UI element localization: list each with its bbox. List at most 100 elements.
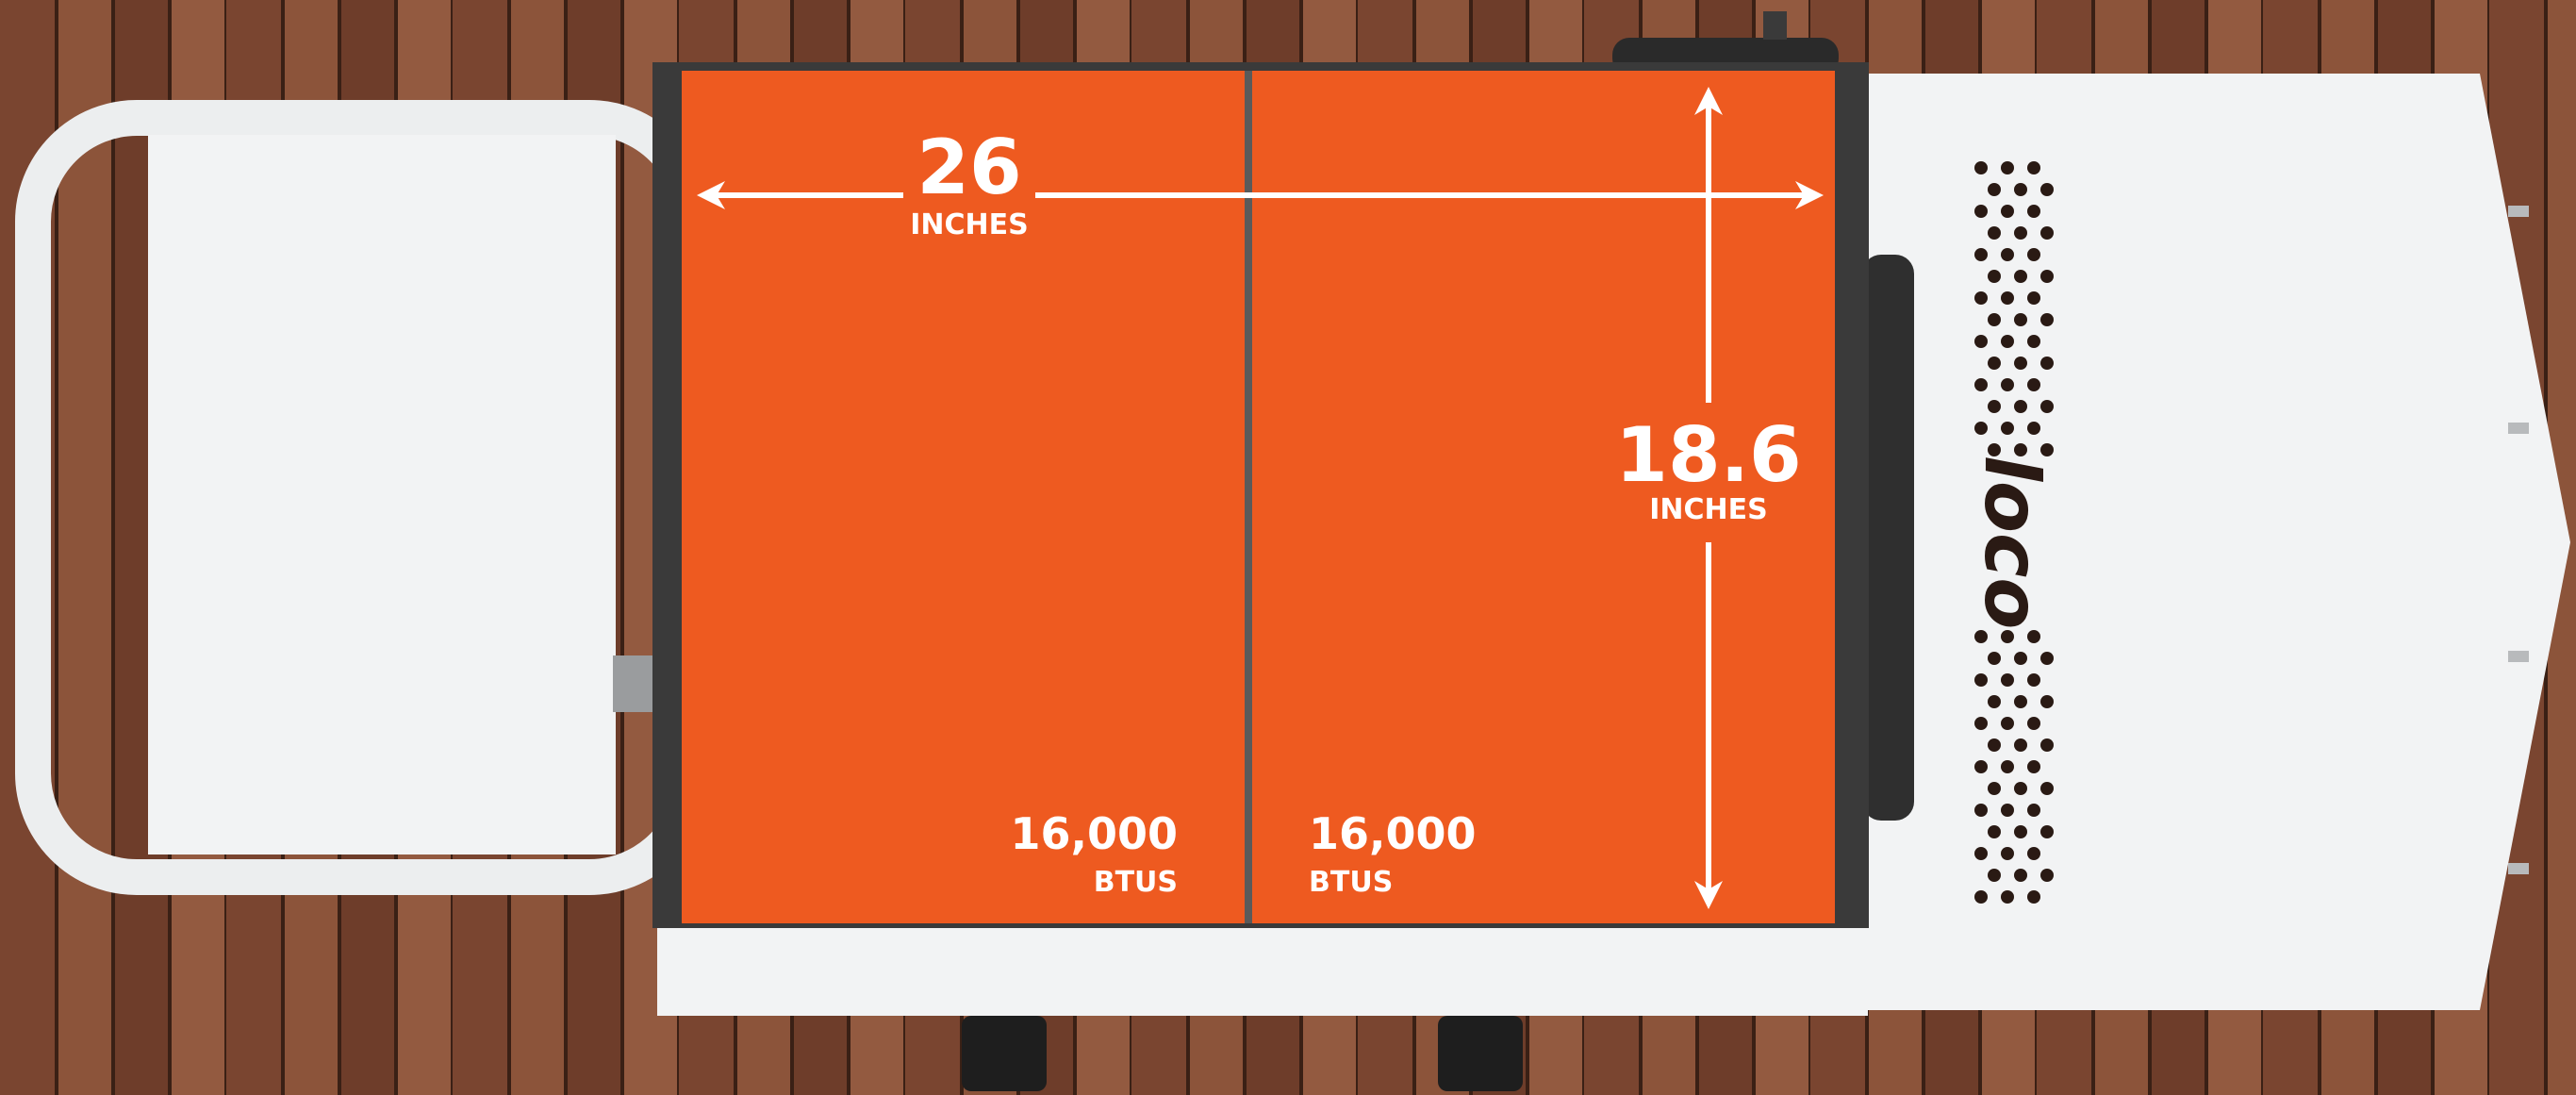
- vent-hole: [2040, 270, 2054, 283]
- vent-hole: [1988, 226, 2001, 240]
- brand-logo: loco: [1968, 456, 2056, 630]
- vent-hole: [2001, 804, 2014, 817]
- vent-hole: [2001, 378, 2014, 391]
- vent-hole: [1988, 400, 2001, 413]
- product-photo: loco 26 INCHES 18.6 INCHES 16,000 BTUS 1…: [0, 0, 2576, 1095]
- vent-hole: [2001, 335, 2014, 348]
- vent-hole: [2014, 869, 2027, 882]
- vent-hole: [2040, 313, 2054, 326]
- vent-hole: [1974, 422, 1988, 435]
- vent-hole: [2027, 717, 2040, 730]
- vent-hole: [2001, 291, 2014, 305]
- vent-hole: [2014, 825, 2027, 838]
- vent-hole: [2027, 847, 2040, 860]
- divider: [1245, 71, 1252, 923]
- vent-hole: [2014, 652, 2027, 665]
- vent-hole: [2001, 760, 2014, 773]
- bolt: [2508, 863, 2529, 874]
- vent-hole: [2040, 652, 2054, 665]
- vent-hole: [2001, 847, 2014, 860]
- bolt: [2508, 206, 2529, 217]
- vent-hole: [2027, 248, 2040, 261]
- bolt: [2508, 423, 2529, 434]
- vent-hole: [1988, 738, 2001, 752]
- vent-hole: [1974, 717, 1988, 730]
- burner-output: 16,000: [1309, 808, 1477, 859]
- lid-knob: [1763, 11, 1787, 40]
- hinge: [613, 655, 655, 712]
- grease-tray: [1862, 255, 1914, 821]
- vent-hole: [2014, 738, 2027, 752]
- vent-hole: [1974, 890, 1988, 904]
- knob: [1438, 1016, 1523, 1091]
- depth-unit: INCHES: [1649, 493, 1768, 526]
- vent-hole: [2001, 248, 2014, 261]
- vent-hole: [2014, 695, 2027, 708]
- vent-hole: [2040, 782, 2054, 795]
- vent-hole: [2001, 890, 2014, 904]
- vent-hole: [1974, 291, 1988, 305]
- vent-hole: [1974, 760, 1988, 773]
- vent-hole: [2027, 161, 2040, 174]
- vent-hole: [2040, 738, 2054, 752]
- vent-hole: [1974, 630, 1988, 643]
- vent-hole: [2027, 205, 2040, 218]
- vent-hole: [2001, 422, 2014, 435]
- vent-hole: [2014, 226, 2027, 240]
- vent-hole: [2040, 400, 2054, 413]
- vent-hole: [2027, 804, 2040, 817]
- vent-hole: [1988, 313, 2001, 326]
- depth-value: 18.6: [1615, 411, 1801, 499]
- vent-hole: [2001, 205, 2014, 218]
- vent-hole: [2040, 183, 2054, 196]
- vent-hole: [2040, 695, 2054, 708]
- vent-hole: [2027, 673, 2040, 687]
- vent-hole: [2014, 270, 2027, 283]
- vent-hole: [1988, 270, 2001, 283]
- vent-hole: [1988, 695, 2001, 708]
- vent-hole: [1988, 652, 2001, 665]
- vent-hole: [2027, 291, 2040, 305]
- vent-hole: [2027, 760, 2040, 773]
- vent-hole: [2027, 630, 2040, 643]
- vent-hole: [1988, 782, 2001, 795]
- vent-hole: [2014, 400, 2027, 413]
- vent-hole: [1974, 161, 1988, 174]
- vent-hole: [2040, 869, 2054, 882]
- vent-hole: [1974, 673, 1988, 687]
- vent-hole: [1974, 804, 1988, 817]
- knob: [962, 1016, 1047, 1091]
- vent-hole: [2027, 422, 2040, 435]
- burner-output: 16,000: [1010, 808, 1178, 859]
- vent-hole: [1988, 825, 2001, 838]
- width-unit: INCHES: [910, 208, 1029, 241]
- vent-hole: [2014, 313, 2027, 326]
- vent-hole: [2014, 782, 2027, 795]
- vent-hole: [2001, 717, 2014, 730]
- vent-hole: [1974, 378, 1988, 391]
- vent-hole: [2014, 183, 2027, 196]
- vent-hole: [2014, 357, 2027, 370]
- bolt: [2508, 651, 2529, 662]
- vent-hole: [2001, 630, 2014, 643]
- burner-unit: BTUS: [1309, 866, 1393, 899]
- vent-hole: [2001, 673, 2014, 687]
- base: [657, 928, 1868, 1016]
- vent-hole: [2040, 357, 2054, 370]
- vent-hole: [1988, 357, 2001, 370]
- vent-hole: [1988, 183, 2001, 196]
- vent-hole: [2040, 825, 2054, 838]
- vent-hole: [1974, 847, 1988, 860]
- vent-hole: [2027, 378, 2040, 391]
- burner-unit: BTUS: [1094, 866, 1178, 899]
- vent-hole: [2027, 335, 2040, 348]
- vent-hole: [2040, 226, 2054, 240]
- vent-hole: [1974, 248, 1988, 261]
- vent-hole: [2001, 161, 2014, 174]
- side-shelf: [148, 135, 616, 854]
- vent-hole: [1974, 205, 1988, 218]
- vent-hole: [1988, 869, 2001, 882]
- vent-hole: [2027, 890, 2040, 904]
- vent-hole: [1974, 335, 1988, 348]
- width-value: 26: [916, 124, 1021, 211]
